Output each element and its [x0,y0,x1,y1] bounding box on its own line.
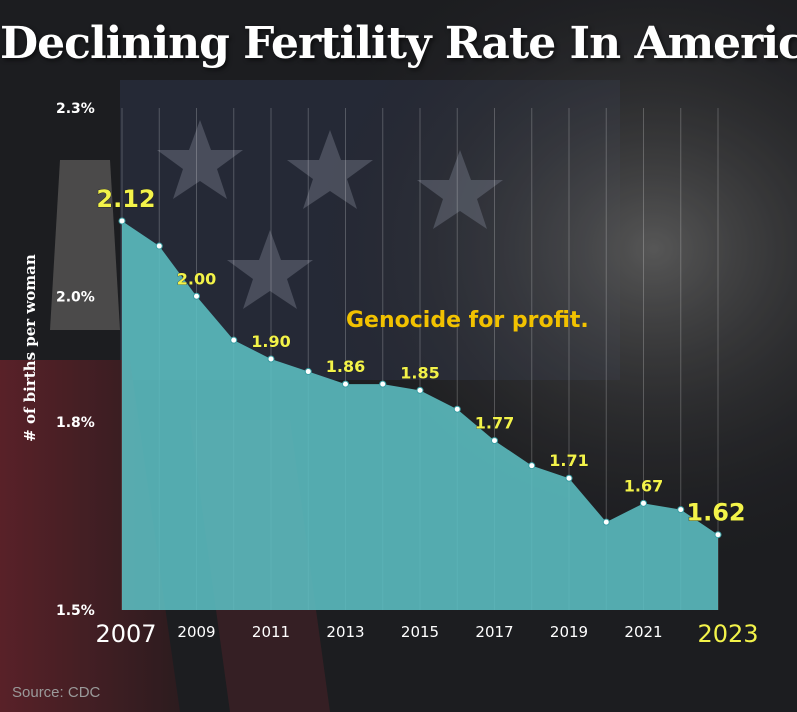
annotation-text: Genocide for profit. [346,308,589,333]
y-tick-label: 1.5% [56,603,95,619]
data-label-2013: 1.86 [326,357,365,376]
data-point-2007 [118,217,126,225]
data-point-2020 [602,518,610,526]
x-tick-label: 2007 [95,620,156,648]
x-tick-label: 2021 [624,623,662,641]
x-tick-label: 2015 [401,623,439,641]
data-point-2015 [416,386,424,394]
y-tick-label: 2.0% [56,289,95,305]
data-point-2021 [640,499,647,507]
data-point-2010 [230,336,238,344]
data-point-2013 [342,380,349,388]
data-label-2007: 2.12 [96,185,155,213]
data-point-2014 [379,380,387,388]
data-label-2023: 1.62 [686,499,745,527]
data-label-2009: 2.00 [177,269,216,288]
y-tick-label: 2.3% [56,101,95,117]
data-label-2011: 1.90 [251,332,290,351]
x-tick-label: 2009 [177,623,215,641]
data-point-2012 [304,368,312,376]
data-labels: 2.12 2.00 1.90 1.86 1.85 1.77 1.71 1.67 1.62 [96,185,746,528]
x-tick-label: 2011 [252,623,290,641]
data-point-2019 [565,474,573,482]
y-tick-label: 1.8% [56,415,95,431]
data-point-2011 [267,355,275,363]
data-label-2017: 1.77 [475,414,514,433]
data-label-2021: 1.67 [624,476,663,495]
data-point-2017 [491,437,498,445]
y-axis-ticks: 2.3% 2.0% 1.8% 1.5% [56,101,95,619]
x-axis-ticks: 2007 2009 2011 2013 2015 2017 2019 2021 2023 [95,620,758,648]
data-label-2015: 1.85 [400,363,439,382]
data-label-2019: 1.71 [549,451,588,470]
data-points [118,217,722,539]
data-point-2023 [714,531,722,539]
chart-title: Declining Fertility Rate In America [0,18,797,69]
area-fill [122,220,718,610]
data-point-2016 [453,405,461,413]
data-point-2018 [528,462,536,470]
y-axis-label: # of births per woman [21,254,39,442]
source-note: Source: CDC [12,684,101,701]
x-tick-label: 2017 [475,623,513,641]
x-tick-label: 2013 [326,623,364,641]
data-point-2009 [193,292,200,300]
data-point-2022 [677,506,685,514]
x-tick-label: 2023 [697,620,758,648]
x-tick-label: 2019 [550,623,588,641]
data-point-2008 [155,242,163,250]
